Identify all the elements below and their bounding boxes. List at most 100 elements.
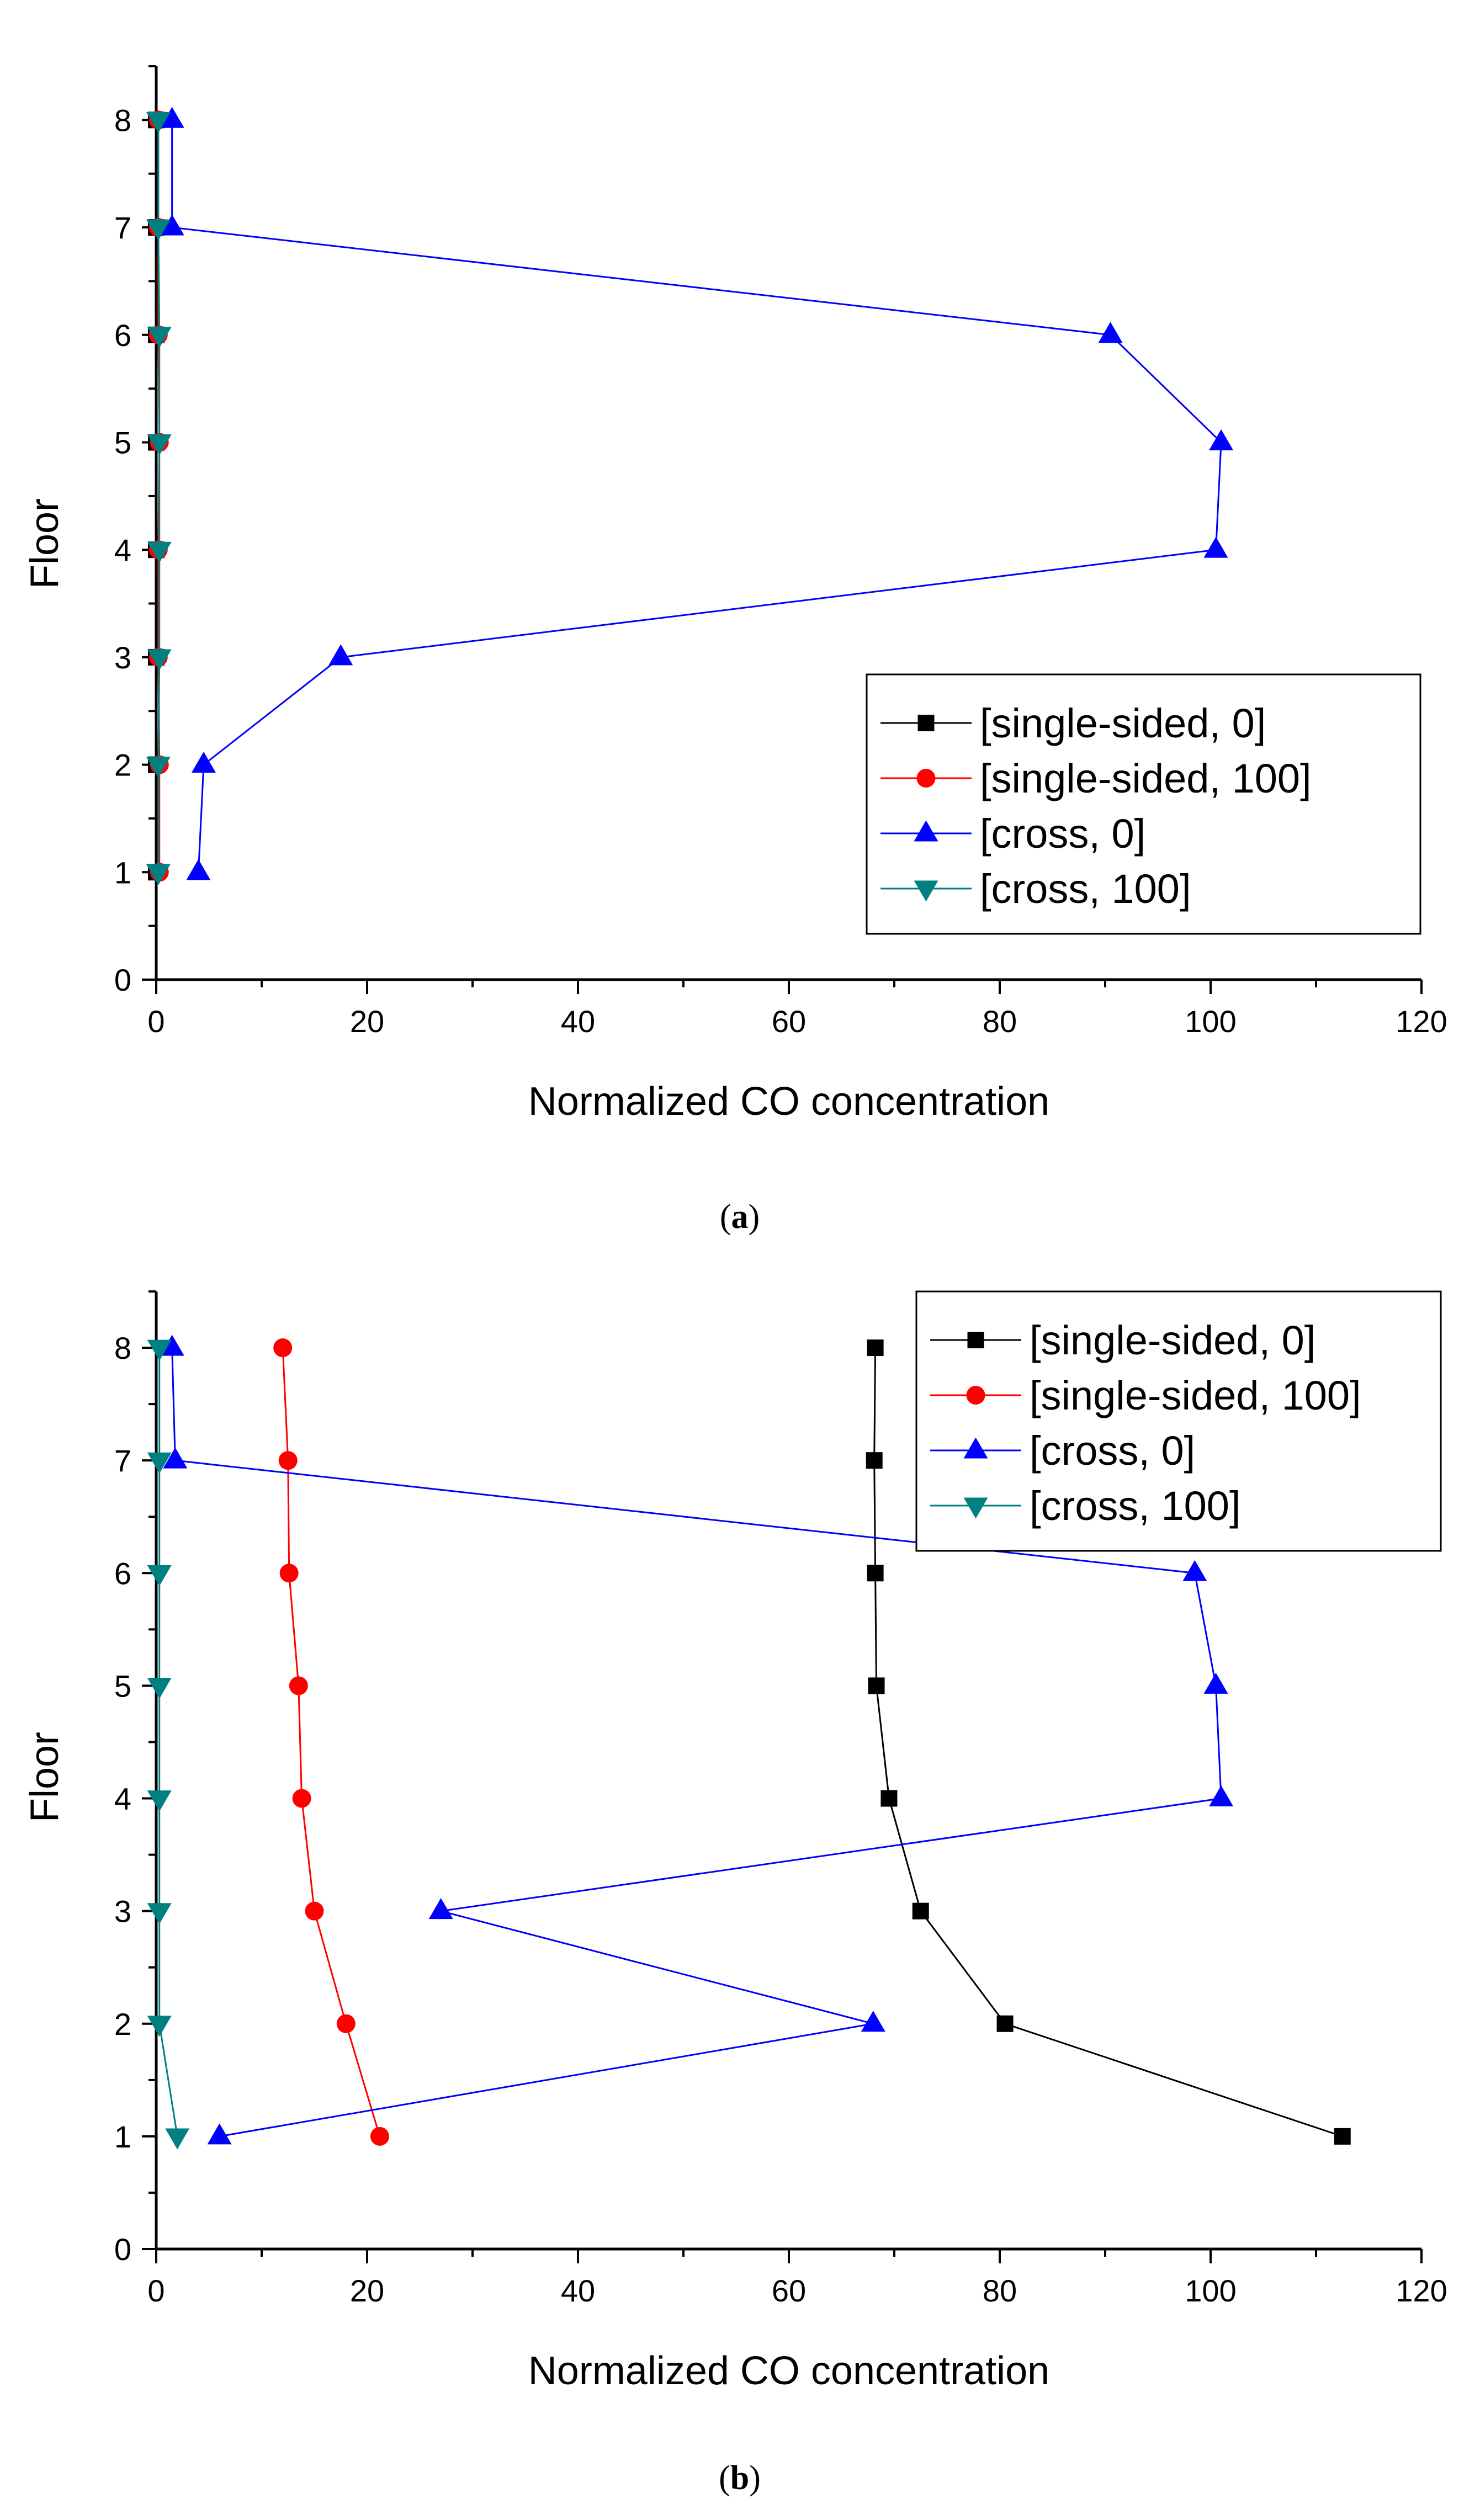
series-1	[273, 1338, 389, 2146]
y-axis-title: Floor	[23, 1732, 67, 1822]
series-line	[873, 1348, 1343, 2138]
y-tick-label: 1	[114, 2119, 131, 2154]
data-point	[146, 111, 171, 133]
data-point	[880, 1790, 898, 1807]
data-point	[160, 107, 184, 128]
series-2	[160, 1335, 1234, 2145]
legend-label: [cross, 100]	[1030, 1483, 1241, 1529]
caption-paren-open: (	[719, 2459, 730, 2497]
data-point	[866, 1452, 883, 1469]
data-point	[370, 2126, 389, 2146]
legend-box	[866, 673, 1421, 935]
data-point	[147, 1339, 172, 1361]
data-point	[336, 2014, 356, 2033]
legend-marker	[963, 1497, 988, 1519]
data-point	[328, 644, 353, 666]
data-point	[147, 1903, 172, 1924]
y-tick-label: 6	[114, 1556, 131, 1591]
data-point	[146, 864, 171, 885]
data-point	[292, 1789, 311, 1808]
data-point	[273, 1338, 293, 1358]
data-point	[428, 1898, 453, 1920]
caption-letter: a	[731, 1198, 749, 1236]
y-tick-label: 7	[114, 1443, 131, 1478]
x-tick-label: 80	[983, 2273, 1017, 2308]
series-3	[147, 1339, 190, 2150]
x-tick-label: 0	[147, 2273, 165, 2308]
data-point	[1334, 2128, 1351, 2145]
series-3	[146, 111, 172, 885]
x-tick-label: 120	[1396, 2273, 1447, 2308]
caption-paren-close: )	[749, 1198, 760, 1236]
y-tick-label: 5	[114, 425, 131, 460]
series-line	[171, 1348, 1222, 2138]
legend-marker	[963, 1437, 988, 1459]
data-point	[147, 2016, 172, 2037]
panel-caption: (a)	[720, 1198, 760, 1236]
y-tick-label: 3	[114, 1894, 131, 1929]
data-point	[289, 1676, 308, 1695]
data-point	[1182, 1560, 1207, 1581]
x-axis-title: Normalized CO concentration	[528, 2349, 1049, 2393]
caption-paren-open: (	[720, 1198, 731, 1236]
data-point	[147, 541, 172, 563]
y-tick-label: 3	[114, 640, 131, 675]
data-point	[147, 1790, 172, 1812]
data-point	[305, 1901, 324, 1921]
legend-box	[915, 1290, 1442, 1552]
data-point	[912, 1902, 929, 1920]
data-point	[147, 1452, 172, 1474]
data-point	[147, 649, 172, 671]
legend-marker	[914, 820, 938, 842]
legend: [single-sided, 0] [single-sided, 100] [cro…	[866, 673, 1421, 935]
legend-marker	[916, 769, 936, 788]
y-tick-label: 7	[114, 210, 131, 245]
x-tick-label: 100	[1185, 1004, 1236, 1039]
data-point	[867, 1565, 884, 1582]
data-point	[160, 214, 184, 236]
x-tick-label: 80	[983, 1004, 1017, 1039]
y-tick-label: 4	[114, 1782, 131, 1816]
x-tick-label: 100	[1185, 2273, 1236, 2308]
data-point	[146, 757, 171, 778]
y-tick-label: 5	[114, 1668, 131, 1703]
data-point	[163, 1447, 188, 1469]
x-tick-label: 20	[350, 2273, 384, 2308]
data-point	[147, 434, 172, 456]
data-point	[146, 219, 171, 241]
y-axis-title: Floor	[23, 498, 67, 589]
legend-label: [cross, 100]	[980, 866, 1191, 912]
data-point	[278, 1451, 298, 1470]
data-point	[1209, 429, 1234, 450]
series-line	[157, 120, 161, 873]
legend-label: [single-sided, 100]	[1030, 1373, 1361, 1418]
data-point	[996, 2015, 1014, 2032]
data-point	[861, 2011, 885, 2032]
x-tick-label: 40	[561, 1004, 595, 1039]
x-tick-label: 40	[561, 2273, 595, 2308]
legend-label: [cross, 0]	[1030, 1428, 1195, 1474]
caption-letter: b	[730, 2459, 749, 2497]
y-tick-label: 2	[114, 2007, 131, 2041]
x-tick-label: 120	[1396, 1004, 1447, 1039]
data-point	[186, 859, 211, 880]
legend-marker	[967, 1332, 984, 1348]
y-tick-label: 4	[114, 533, 131, 567]
x-tick-label: 60	[772, 1004, 806, 1039]
series-line	[171, 120, 1222, 873]
y-tick-label: 8	[114, 1331, 131, 1365]
x-tick-label: 60	[772, 2273, 806, 2308]
series-line	[158, 1348, 178, 2137]
data-point	[1203, 1672, 1228, 1694]
y-tick-label: 6	[114, 318, 131, 353]
data-point	[191, 752, 216, 773]
y-tick-label: 8	[114, 103, 131, 137]
data-point	[147, 327, 172, 348]
panel-caption: (b)	[719, 2459, 761, 2497]
data-point	[147, 1677, 172, 1699]
legend-label: [cross, 0]	[980, 811, 1145, 857]
data-point	[1098, 322, 1123, 343]
y-tick-label: 2	[114, 748, 131, 783]
data-point	[1209, 1785, 1234, 1806]
series-2	[160, 107, 1234, 880]
